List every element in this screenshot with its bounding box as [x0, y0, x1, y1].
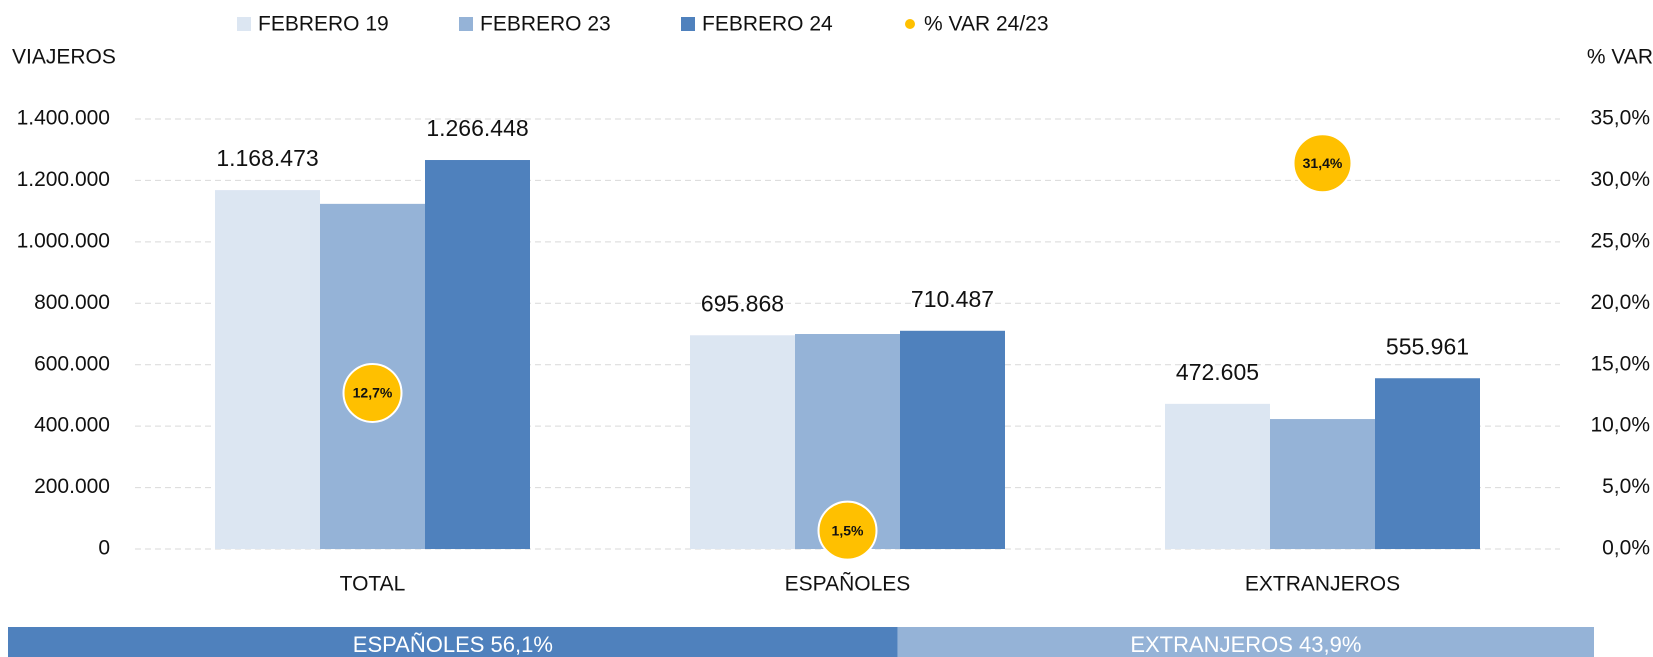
bar-value-label: 710.487 — [911, 286, 994, 312]
x-tick-label: ESPAÑOLES — [785, 572, 911, 596]
bar-value-label: 1.266.448 — [426, 115, 528, 141]
x-tick-label: TOTAL — [340, 573, 406, 596]
y2-tick-label: 5,0% — [1602, 475, 1650, 498]
bar — [215, 190, 320, 549]
y2-tick-label: 15,0% — [1590, 352, 1650, 375]
y2-tick-label: 20,0% — [1590, 291, 1650, 314]
legend-label: FEBRERO 24 — [702, 13, 833, 36]
legend-label: FEBRERO 19 — [258, 13, 389, 36]
legend-label: % VAR 24/23 — [924, 13, 1049, 36]
legend-marker — [905, 19, 915, 29]
share-label: EXTRANJEROS 43,9% — [1130, 632, 1361, 657]
legend-label: FEBRERO 23 — [480, 13, 611, 36]
y-tick-label: 1.200.000 — [17, 168, 110, 191]
y-tick-label: 1.400.000 — [17, 107, 110, 130]
y2-tick-label: 30,0% — [1590, 168, 1650, 191]
var-label: 31,4% — [1303, 155, 1343, 171]
bar-value-label: 1.168.473 — [216, 145, 318, 171]
var-dot — [817, 500, 878, 561]
y-tick-label: 600.000 — [34, 352, 110, 375]
y2-tick-label: 35,0% — [1590, 107, 1650, 130]
bar — [1165, 403, 1270, 549]
legend-marker — [681, 17, 695, 31]
x-tick-label: EXTRANJEROS — [1245, 573, 1400, 596]
var-dot — [1292, 133, 1353, 194]
bar — [1375, 378, 1480, 549]
bar — [425, 160, 530, 550]
bar-value-label: 472.605 — [1176, 359, 1259, 385]
y2-axis-title: % VAR — [1587, 46, 1653, 69]
var-label: 1,5% — [832, 522, 864, 538]
legend-marker — [459, 17, 473, 31]
share-label: ESPAÑOLES 56,1% — [353, 632, 553, 657]
bar — [690, 335, 795, 549]
y2-tick-label: 10,0% — [1590, 414, 1650, 437]
y-tick-label: 400.000 — [34, 414, 110, 437]
share-segment — [897, 627, 1594, 657]
var-label: 12,7% — [353, 385, 393, 401]
legend-marker — [237, 17, 251, 31]
bar-value-label: 695.868 — [701, 290, 784, 316]
y2-tick-label: 25,0% — [1590, 229, 1650, 252]
var-dot — [342, 362, 403, 423]
y2-tick-label: 0,0% — [1602, 537, 1650, 560]
bar-value-label: 555.961 — [1386, 333, 1469, 359]
y-tick-label: 200.000 — [34, 475, 110, 498]
y-axis-title: VIAJEROS — [12, 46, 116, 69]
y-tick-label: 0 — [98, 537, 110, 560]
y-tick-label: 800.000 — [34, 291, 110, 314]
y-tick-label: 1.000.000 — [17, 229, 110, 252]
bar — [900, 330, 1005, 549]
share-segment — [8, 627, 898, 657]
bar — [1270, 419, 1375, 549]
